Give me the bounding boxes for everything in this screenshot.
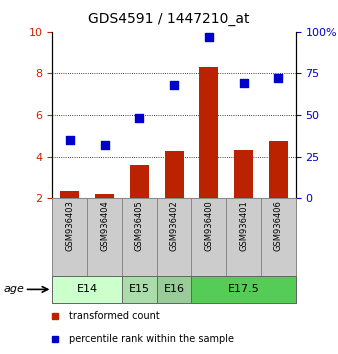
Text: E17.5: E17.5	[228, 284, 260, 295]
Bar	[157, 198, 191, 276]
Bar	[199, 67, 218, 198]
Text: GDS4591 / 1447210_at: GDS4591 / 1447210_at	[88, 12, 250, 27]
Bar	[191, 198, 226, 276]
Bar	[130, 165, 149, 198]
Text: GSM936400: GSM936400	[204, 201, 213, 251]
Bar	[261, 198, 296, 276]
Point	[206, 34, 212, 40]
Text: transformed count: transformed count	[69, 311, 160, 321]
Point	[276, 76, 281, 81]
Bar	[95, 194, 114, 198]
Bar	[157, 276, 191, 303]
Bar	[122, 198, 157, 276]
Text: GSM936405: GSM936405	[135, 201, 144, 251]
Text: GSM936401: GSM936401	[239, 201, 248, 251]
Text: E14: E14	[77, 284, 98, 295]
Point	[102, 142, 107, 148]
Text: GSM936404: GSM936404	[100, 201, 109, 251]
Text: GSM936406: GSM936406	[274, 201, 283, 251]
Bar	[269, 141, 288, 198]
Point	[241, 81, 246, 86]
Bar	[191, 276, 296, 303]
Point	[137, 115, 142, 121]
Bar	[52, 198, 87, 276]
Text: E16: E16	[164, 284, 185, 295]
Bar	[60, 191, 79, 198]
Bar	[234, 150, 253, 198]
Text: age: age	[3, 284, 24, 295]
Text: GSM936403: GSM936403	[65, 201, 74, 251]
Text: GSM936402: GSM936402	[170, 201, 178, 251]
Point	[67, 137, 72, 143]
Bar	[52, 276, 122, 303]
Text: percentile rank within the sample: percentile rank within the sample	[69, 333, 235, 343]
Text: E15: E15	[129, 284, 150, 295]
Bar	[122, 276, 157, 303]
Bar	[165, 152, 184, 198]
Point	[171, 82, 177, 88]
Bar	[226, 198, 261, 276]
Bar	[87, 198, 122, 276]
